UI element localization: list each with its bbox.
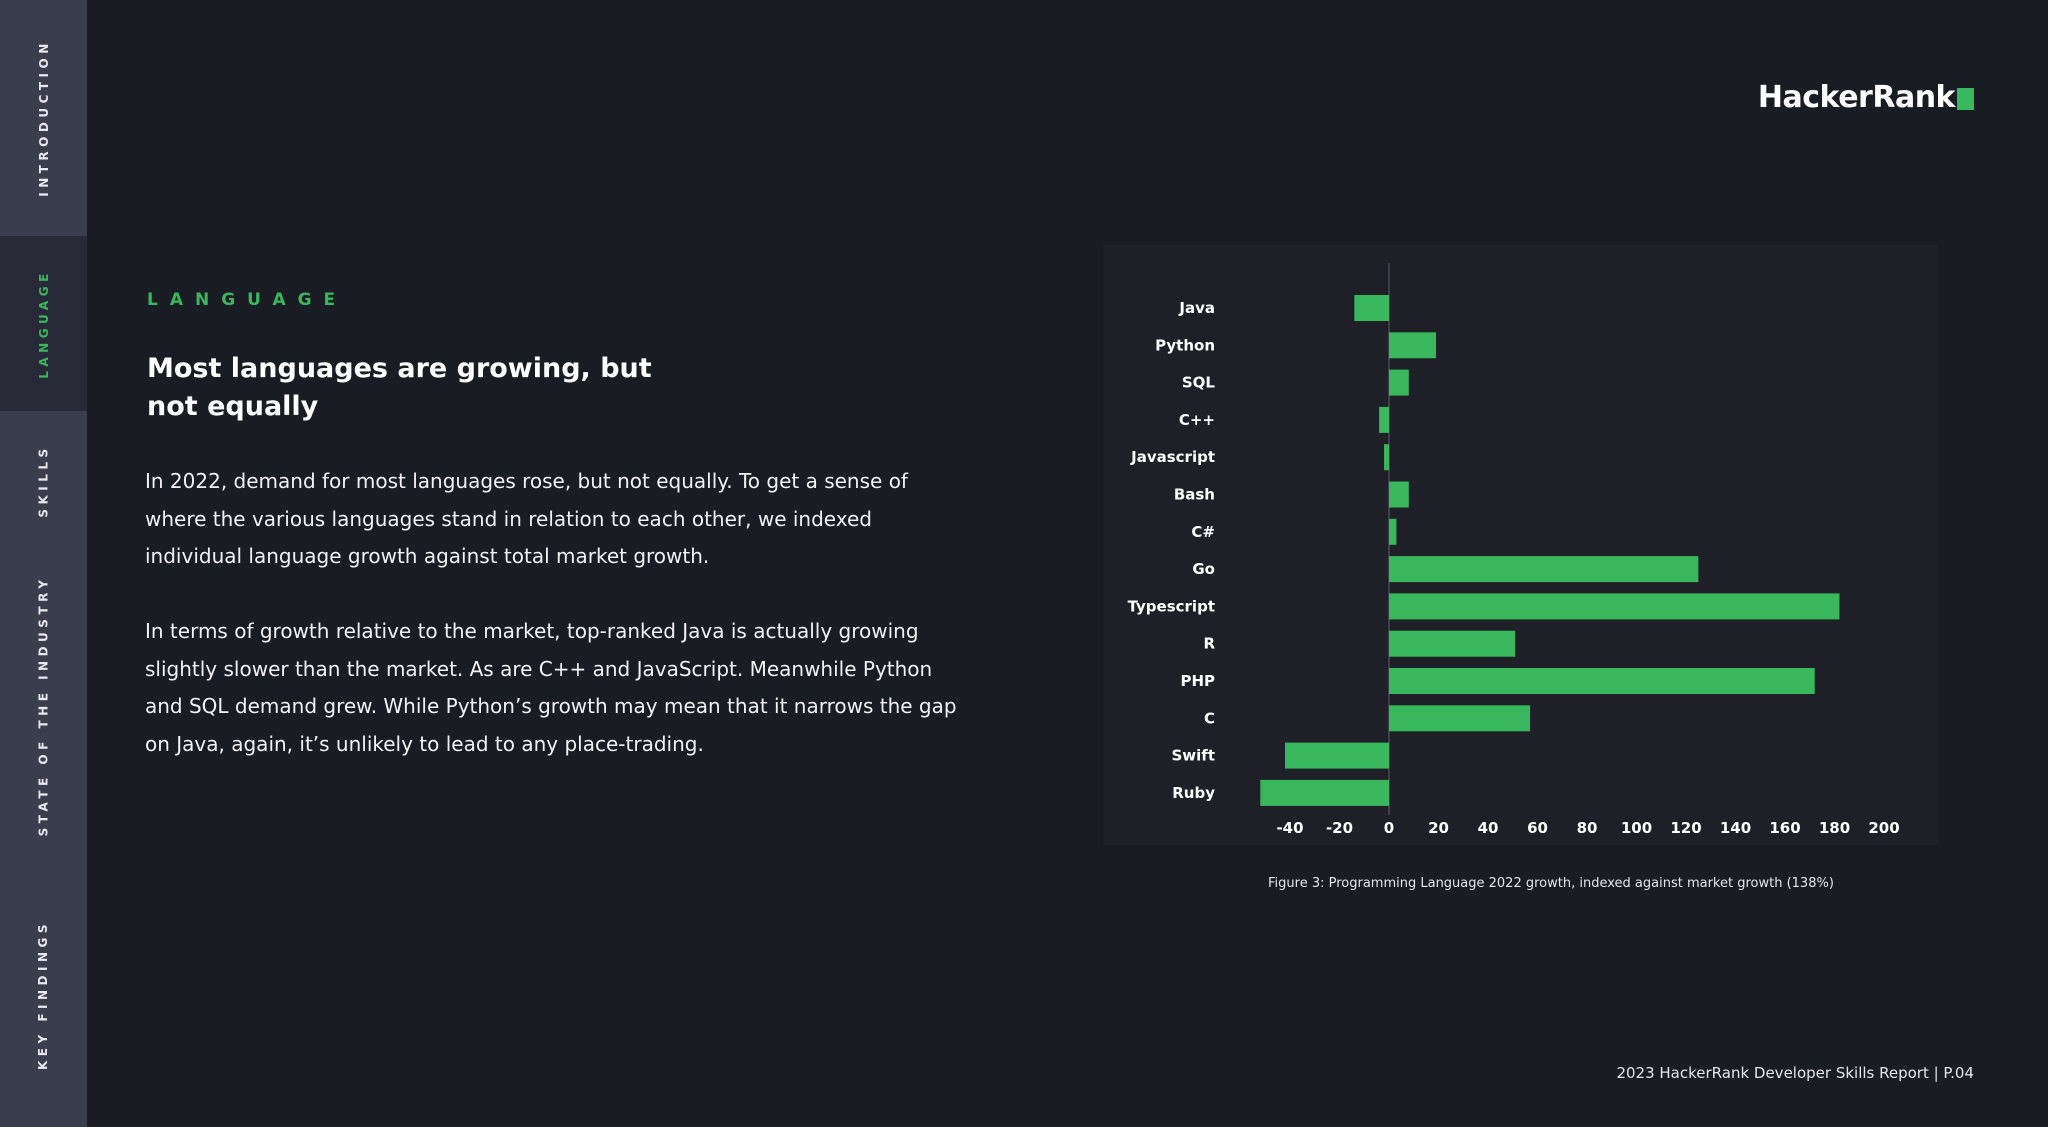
bar-r xyxy=(1389,630,1516,657)
section-eyebrow: LANGUAGE xyxy=(147,290,348,310)
bar-ruby xyxy=(1260,779,1389,806)
chart-caption: Figure 3: Programming Language 2022 grow… xyxy=(1268,876,1834,891)
x-tick-label: -40 xyxy=(1276,819,1303,837)
x-tick-label: 20 xyxy=(1428,819,1449,837)
bar-c- xyxy=(1389,518,1397,545)
bar-php xyxy=(1389,668,1815,694)
x-tick-label: 200 xyxy=(1868,819,1899,837)
x-tick-label: 60 xyxy=(1527,819,1548,837)
body-paragraph-1: In 2022, demand for most languages rose,… xyxy=(145,469,908,568)
category-label: C# xyxy=(1191,523,1215,541)
x-tick-label: 40 xyxy=(1478,819,1499,837)
section-sidebar: INTRODUCTION LANGUAGE SKILLS STATE OF TH… xyxy=(0,0,87,1127)
sidebar-item-language[interactable]: LANGUAGE xyxy=(0,236,87,411)
sidebar-item-key-findings[interactable]: KEY FINDINGS xyxy=(0,862,87,1127)
bar-python xyxy=(1389,332,1437,359)
category-label: C++ xyxy=(1179,411,1215,429)
sidebar-item-label: SKILLS xyxy=(36,443,51,518)
category-label: PHP xyxy=(1180,672,1215,690)
sidebar-item-skills[interactable]: SKILLS xyxy=(0,411,87,550)
x-tick-label: 160 xyxy=(1769,819,1800,837)
sidebar-item-label: INTRODUCTION xyxy=(36,39,51,197)
x-tick-label: 80 xyxy=(1577,819,1598,837)
bar-bash xyxy=(1389,481,1409,508)
category-label: Typescript xyxy=(1128,597,1215,615)
category-label: Javascript xyxy=(1130,448,1215,466)
logo-wordmark: HackerRank xyxy=(1757,80,1956,115)
page-footer: 2023 HackerRank Developer Skills Report … xyxy=(1616,1064,1974,1082)
category-label: R xyxy=(1203,635,1215,653)
x-tick-label: -20 xyxy=(1326,819,1353,837)
bar-c- xyxy=(1379,406,1389,433)
bar-typescript xyxy=(1389,593,1840,620)
x-tick-label: 180 xyxy=(1819,819,1850,837)
sidebar-item-label: LANGUAGE xyxy=(36,268,51,379)
bar-go xyxy=(1389,556,1699,583)
sidebar-item-label: STATE OF THE INDUSTRY xyxy=(36,575,51,837)
category-label: Bash xyxy=(1174,486,1215,504)
x-tick-label: 140 xyxy=(1720,819,1751,837)
x-tick-label: 0 xyxy=(1384,819,1394,837)
category-label: Swift xyxy=(1172,747,1216,765)
bar-java xyxy=(1354,295,1389,321)
sidebar-item-introduction[interactable]: INTRODUCTION xyxy=(0,0,87,236)
category-label: Python xyxy=(1155,336,1215,354)
category-label: Ruby xyxy=(1172,784,1215,802)
category-label: SQL xyxy=(1182,374,1216,392)
bar-swift xyxy=(1285,742,1389,769)
category-label: Java xyxy=(1178,299,1215,317)
bar-c xyxy=(1389,705,1531,732)
x-tick-label: 120 xyxy=(1670,819,1701,837)
logo-square-icon xyxy=(1957,87,1974,110)
body-paragraph-2: In terms of growth relative to the marke… xyxy=(145,619,957,756)
page-title: Most languages are growing, but not equa… xyxy=(147,353,652,422)
category-label: C xyxy=(1204,709,1215,727)
chart-panel: Java Python SQL C++ Javascript Bash C# Go Typesc… xyxy=(1103,245,1938,845)
x-tick-label: 100 xyxy=(1621,819,1652,837)
bar-sql xyxy=(1389,369,1409,396)
language-growth-bar-chart: Java Python SQL C++ Javascript Bash C# Go Typesc… xyxy=(1128,263,1900,837)
sidebar-item-state-of-the-industry[interactable]: STATE OF THE INDUSTRY xyxy=(0,550,87,862)
sidebar-item-label: KEY FINDINGS xyxy=(36,919,51,1070)
hackerrank-logo[interactable]: HackerRank xyxy=(1758,80,1974,115)
category-label: Go xyxy=(1192,560,1215,578)
bar-javascript xyxy=(1384,444,1389,471)
